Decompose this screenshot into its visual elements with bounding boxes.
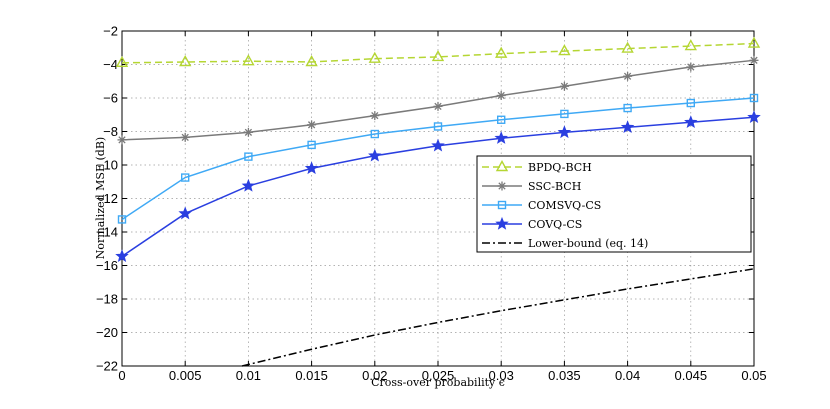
data-point <box>684 39 697 51</box>
series-ssc-bch <box>117 55 759 145</box>
data-point <box>557 125 572 139</box>
series-bpdq-bch <box>115 36 761 68</box>
data-point <box>558 44 571 56</box>
y-tick-label: −10 <box>96 158 118 173</box>
data-point <box>560 109 569 119</box>
data-point <box>559 81 569 91</box>
legend-label: BPDQ-BCH <box>528 161 592 174</box>
legend: BPDQ-BCH SSC-BCH COMSVQ-CS COVQ-CS Lower-bou… <box>476 155 752 253</box>
data-point <box>242 54 255 66</box>
data-point <box>368 148 382 162</box>
data-point <box>307 120 317 130</box>
legend-label: SSC-BCH <box>528 180 581 193</box>
data-point <box>179 55 192 67</box>
legend-item-ssc-bch: SSC-BCH <box>482 180 581 193</box>
data-point <box>496 90 506 100</box>
y-tick-label: −20 <box>96 325 118 340</box>
y-tick-label: −22 <box>96 359 118 374</box>
data-point <box>620 120 635 134</box>
data-point <box>431 50 445 62</box>
data-point <box>623 71 633 81</box>
x-tick-label: 0.045 <box>675 368 708 383</box>
data-point <box>497 181 507 191</box>
y-tick-label: −12 <box>96 191 118 206</box>
data-point <box>747 110 761 124</box>
legend-box <box>476 155 752 253</box>
data-point <box>684 115 698 129</box>
data-point <box>494 131 508 144</box>
data-point <box>623 103 632 113</box>
data-point <box>370 129 379 139</box>
data-point <box>497 115 506 124</box>
data-point <box>117 215 127 224</box>
x-tick-label: 0.01 <box>236 368 261 383</box>
axis-ticks: 0 0.005 0.01 0.015 0.02 0.025 0.03 0.035 0.04 0.0… <box>96 24 767 384</box>
data-point <box>304 161 319 175</box>
legend-item-bpdq-bch: BPDQ-BCH <box>482 160 592 174</box>
y-tick-label: −18 <box>96 292 118 307</box>
data-point <box>621 41 634 53</box>
legend-item-comsvq-cs: COMSVQ-CS <box>482 199 601 212</box>
legend-item-covq-cs: COVQ-CS <box>482 216 582 231</box>
y-tick-label: −8 <box>103 124 118 139</box>
x-tick-label: 0 <box>118 368 125 383</box>
series-lower-bound-eq-14 <box>241 268 755 367</box>
data-point <box>497 200 507 210</box>
data-point <box>749 93 759 103</box>
data-point <box>180 173 190 182</box>
data-point <box>305 55 318 67</box>
data-point <box>241 178 256 192</box>
series-line <box>121 97 755 221</box>
legend-item-lower-bound-eq-14: Lower-bound (eq. 14) <box>482 237 648 250</box>
legend-label: Lower-bound (eq. 14) <box>528 237 648 250</box>
data-point <box>368 51 381 63</box>
x-tick-label: 0.02 <box>362 368 387 383</box>
x-tick-label: 0.05 <box>741 368 766 383</box>
series-line <box>241 268 755 367</box>
data-point <box>117 135 127 145</box>
data-point <box>307 140 316 150</box>
x-tick-label: 0.035 <box>548 368 581 383</box>
data-point <box>749 55 759 65</box>
data-point <box>431 138 445 152</box>
data-point <box>433 101 443 111</box>
data-point <box>495 46 508 58</box>
data-point <box>115 55 129 68</box>
data-point <box>178 206 192 220</box>
data-point <box>747 36 761 48</box>
data-point <box>686 62 696 72</box>
x-tick-label: 0.025 <box>422 368 455 383</box>
legend-label: COMSVQ-CS <box>528 199 601 212</box>
series-group <box>115 36 761 367</box>
data-point <box>244 152 253 161</box>
x-tick-label: 0.03 <box>489 368 514 383</box>
y-tick-label: −4 <box>103 57 118 72</box>
series-line <box>121 42 755 64</box>
data-point <box>495 160 509 172</box>
data-point <box>686 98 695 108</box>
data-point <box>115 249 129 263</box>
data-point <box>243 127 253 137</box>
x-axis-label: Cross-over probability ϵ <box>371 376 505 389</box>
y-tick-label: −2 <box>103 24 118 39</box>
y-tick-label: −6 <box>103 91 118 106</box>
data-point <box>180 132 190 142</box>
data-point <box>495 216 509 230</box>
legend-label: COVQ-CS <box>528 218 582 231</box>
y-tick-label: −14 <box>96 225 118 240</box>
x-tick-label: 0.04 <box>615 368 640 383</box>
data-point <box>433 122 443 131</box>
x-tick-label: 0.015 <box>295 368 328 383</box>
x-tick-label: 0.005 <box>169 368 202 383</box>
data-point <box>370 111 380 121</box>
series-comsvq-cs <box>117 93 759 224</box>
y-tick-label: −16 <box>96 258 118 273</box>
series-covq-cs <box>115 110 761 263</box>
y-axis-label: Normalized MSE (dB) <box>94 137 107 259</box>
